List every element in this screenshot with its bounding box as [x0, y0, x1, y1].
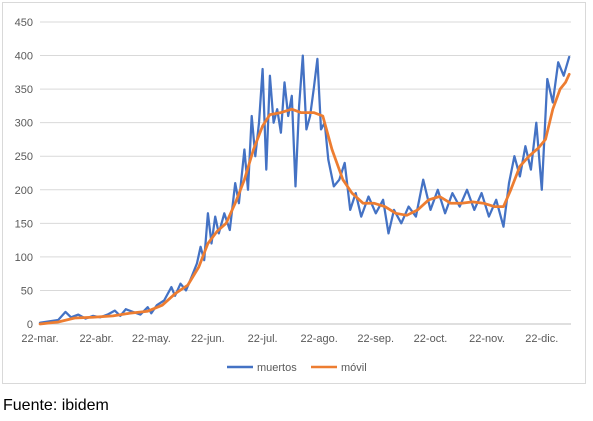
x-tick-label: 22-mar.: [21, 333, 58, 345]
x-tick-label: 22-ago.: [301, 333, 338, 345]
x-axis-ticks: 22-mar. 22-abr. 22-may. 22-jun. 22-jul. 22-ag…: [21, 333, 558, 345]
legend-label: móvil: [341, 362, 367, 374]
y-tick-label: 400: [15, 51, 33, 63]
chart-area: 0 50 100 150 200 250 300 350 400 450 22-mar. 22-ab…: [2, 2, 586, 384]
y-tick-label: 200: [15, 185, 33, 197]
legend: muertos móvil: [227, 362, 367, 374]
y-tick-label: 150: [15, 218, 33, 230]
y-axis-ticks: 0 50 100 150 200 250 300 350 400 450: [15, 17, 33, 331]
y-tick-label: 350: [15, 84, 33, 96]
legend-label: muertos: [257, 362, 297, 374]
series-lines: [38, 54, 571, 326]
y-tick-label: 0: [27, 319, 33, 331]
series-line-movil: [38, 72, 571, 326]
gridlines: [40, 21, 571, 325]
x-tick-label: 22-may.: [132, 333, 171, 345]
x-tick-label: 22-jun.: [191, 333, 225, 345]
x-tick-label: 22-jul.: [248, 333, 278, 345]
y-tick-label: 250: [15, 151, 33, 163]
y-tick-label: 300: [15, 118, 33, 130]
x-tick-label: 22-dic.: [525, 333, 558, 345]
x-tick-label: 22-abr.: [79, 333, 113, 345]
source-note: Fuente: ibidem: [3, 397, 109, 414]
x-tick-label: 22-nov.: [469, 333, 505, 345]
y-tick-label: 450: [15, 17, 33, 29]
y-tick-label: 100: [15, 252, 33, 264]
series-line-muertos: [38, 54, 571, 324]
line-chart: 0 50 100 150 200 250 300 350 400 450 22-mar. 22-ab…: [15, 17, 571, 374]
x-tick-label: 22-oct.: [414, 333, 448, 345]
x-tick-label: 22-sep.: [357, 333, 394, 345]
y-tick-label: 50: [21, 285, 33, 297]
